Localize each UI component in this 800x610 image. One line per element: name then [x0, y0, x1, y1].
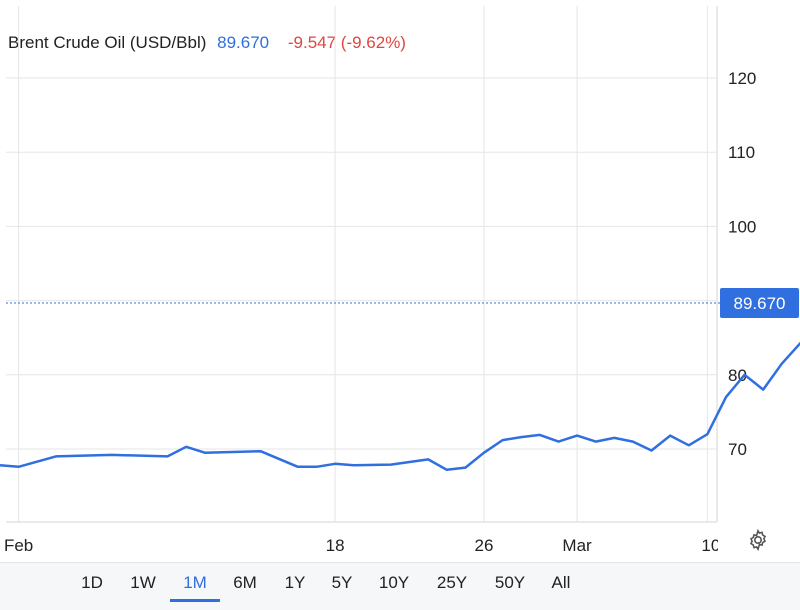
last-value-label: 89.670 — [734, 294, 786, 313]
range-selector: 1D 1W 1M 6M 1Y 5Y 10Y 25Y 50Y All — [0, 562, 800, 610]
range-button-1y[interactable]: 1Y — [284, 573, 306, 592]
x-tick-label: Feb — [4, 536, 33, 555]
instrument-name: Brent Crude Oil (USD/Bbl) — [8, 33, 207, 52]
range-button-1m[interactable]: 1M — [183, 573, 207, 592]
range-button-1w[interactable]: 1W — [130, 573, 156, 592]
last-value-tag — [720, 288, 799, 319]
current-price: 89.670 — [217, 33, 270, 52]
range-button-5y[interactable]: 5Y — [331, 573, 353, 592]
range-button-1d[interactable]: 1D — [81, 573, 103, 592]
selected-range-indicator — [170, 599, 220, 602]
gear-icon[interactable] — [746, 528, 770, 552]
y-tick-label: 100 — [728, 217, 756, 236]
y-tick-label: 120 — [728, 69, 756, 88]
x-tick-label: Mar — [562, 536, 592, 555]
y-tick-label: 70 — [728, 440, 747, 459]
price-chart[interactable]: 70 80 100 110 120 Feb 18 26 Mar 10 89.670 — [0, 0, 800, 562]
range-button-all[interactable]: All — [551, 573, 571, 592]
x-tick-label: 26 — [475, 536, 494, 555]
range-button-50y[interactable]: 50Y — [494, 573, 526, 592]
chart-header: Brent Crude Oil (USD/Bbl) 89.670 -9.547 … — [8, 33, 406, 53]
range-button-6m[interactable]: 6M — [233, 573, 257, 592]
range-button-25y[interactable]: 25Y — [436, 573, 468, 592]
x-tick-label: 10 — [701, 536, 720, 555]
y-tick-label: 80 — [728, 366, 747, 385]
x-tick-label: 18 — [326, 536, 345, 555]
y-tick-label: 110 — [728, 143, 755, 162]
price-line — [0, 341, 800, 472]
range-button-10y[interactable]: 10Y — [378, 573, 410, 592]
price-change: -9.547 (-9.62%) — [287, 33, 406, 52]
